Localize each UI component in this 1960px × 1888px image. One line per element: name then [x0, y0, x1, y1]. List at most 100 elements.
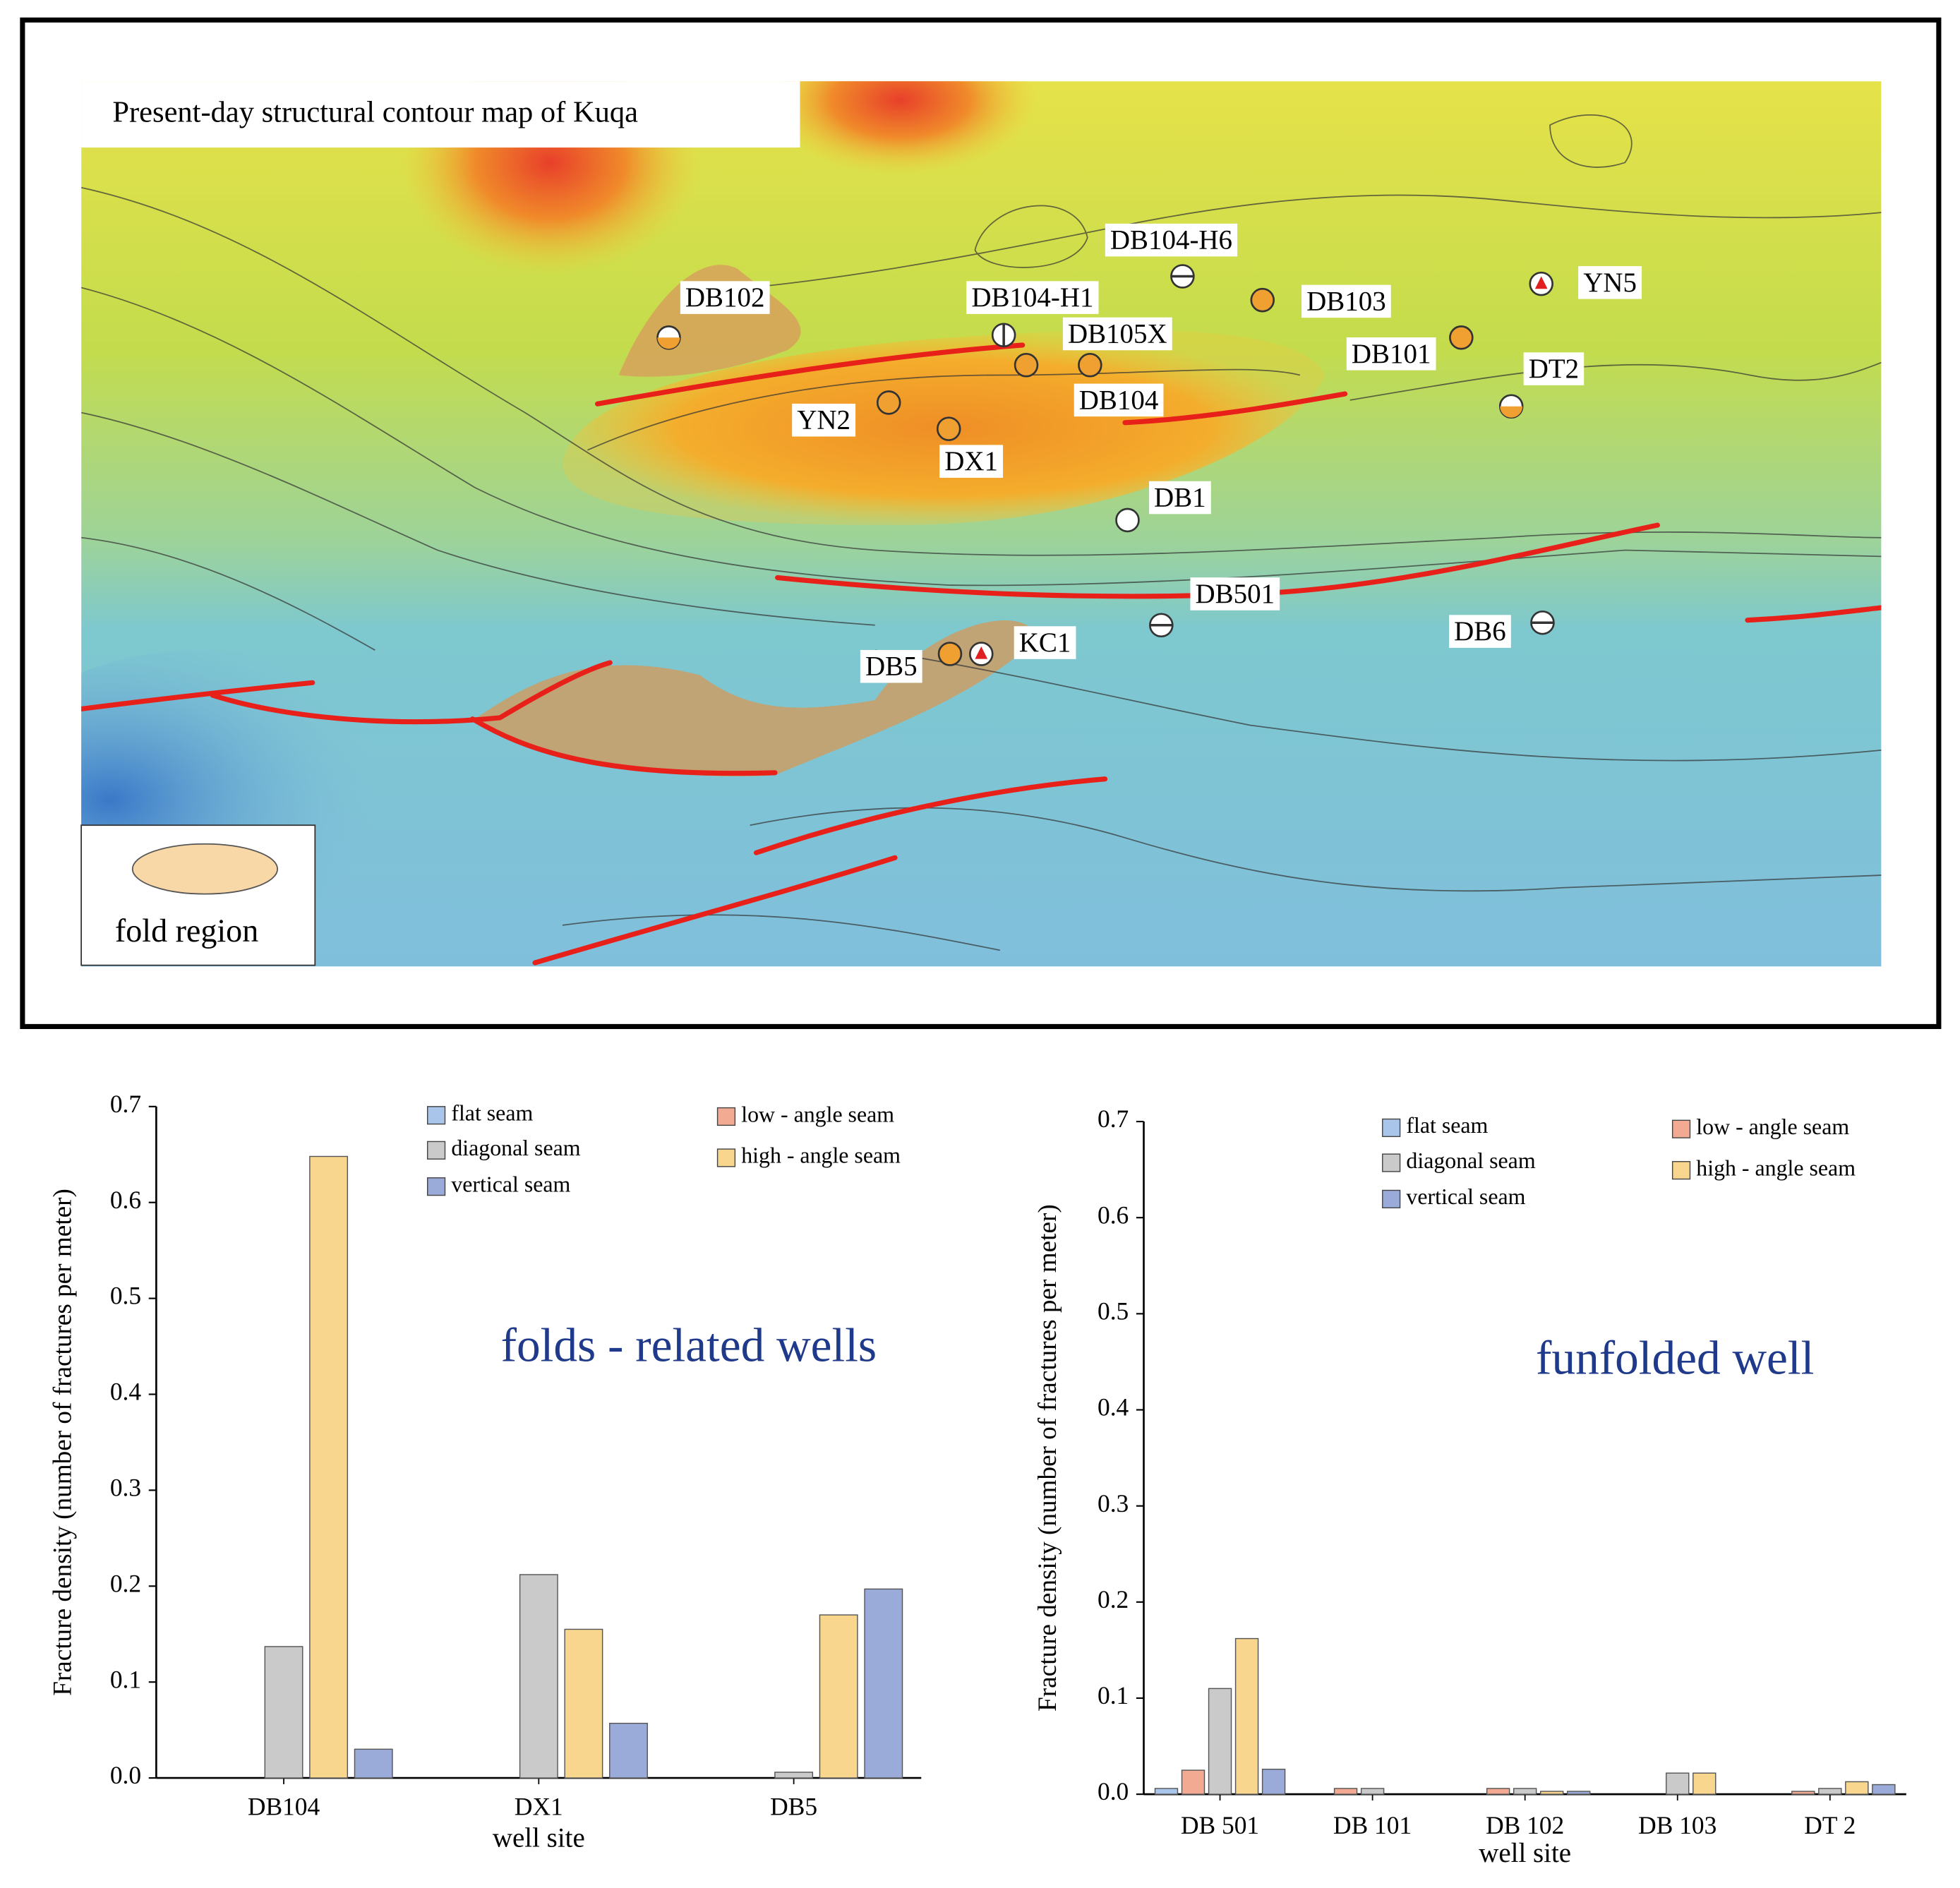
legend-label: flat seam — [451, 1101, 533, 1126]
well-marker — [975, 646, 988, 659]
bar — [1208, 1688, 1232, 1795]
well-marker — [936, 416, 961, 441]
bar — [264, 1646, 303, 1779]
x-tick-label: DB 501 — [1181, 1811, 1259, 1839]
well-label-box — [939, 445, 1004, 478]
well-marker — [1534, 276, 1548, 289]
bar — [1818, 1788, 1842, 1795]
y-tick-label: 0.3 — [110, 1474, 141, 1502]
well-label: DB104-H6 — [1110, 225, 1232, 255]
bar — [1666, 1772, 1690, 1795]
y-tick-label: 0.5 — [1098, 1297, 1129, 1325]
legend-swatch — [1382, 1153, 1401, 1172]
legend-swatch — [426, 1106, 446, 1125]
bar — [1791, 1791, 1815, 1795]
legend-label: diagonal seam — [1406, 1148, 1535, 1173]
legend-label: high - angle seam — [1696, 1155, 1856, 1180]
legend-swatch — [716, 1148, 736, 1167]
y-tick-label: 0.7 — [110, 1090, 141, 1118]
y-tick-label: 0.0 — [1098, 1777, 1129, 1805]
legend-swatch — [716, 1107, 736, 1126]
legend-label: vertical seam — [1406, 1184, 1525, 1209]
y-tick-label: 0.1 — [1098, 1681, 1129, 1709]
well-marker — [1014, 353, 1039, 378]
well-marker — [657, 337, 680, 349]
well-marker — [1115, 507, 1140, 533]
bar — [1540, 1791, 1564, 1795]
well-label-box — [680, 281, 770, 314]
legend-label: diagonal seam — [451, 1136, 580, 1160]
well-label: KC1 — [1019, 627, 1071, 658]
y-tick-label: 0.7 — [1098, 1105, 1129, 1133]
legend-swatch — [131, 843, 279, 895]
well-marker — [1500, 406, 1523, 418]
annotation: funfolded well — [1536, 1331, 1814, 1384]
bar — [1693, 1772, 1716, 1795]
well-label: YN5 — [1583, 267, 1637, 298]
x-tick-label: DT 2 — [1804, 1811, 1856, 1839]
well-label: DB102 — [685, 282, 765, 313]
well-label: DB104-H1 — [971, 282, 1093, 313]
x-tick-label: DB104 — [248, 1793, 320, 1821]
contours — [81, 114, 1882, 951]
bar — [819, 1614, 858, 1779]
bar — [864, 1588, 903, 1779]
legend-swatch — [426, 1177, 446, 1196]
y-tick-label: 0.6 — [110, 1186, 141, 1214]
high-zone — [762, 81, 1038, 175]
well-label-box — [1074, 383, 1164, 417]
bar — [774, 1772, 814, 1779]
legend-swatch — [1382, 1189, 1401, 1209]
legend-label: low - angle seam — [1696, 1114, 1849, 1139]
x-tick-label: DB5 — [770, 1793, 817, 1821]
well-label-box — [1449, 615, 1511, 648]
legend-label: low - angle seam — [741, 1102, 894, 1126]
bar — [1181, 1769, 1206, 1795]
x-tick-label: DB 102 — [1486, 1811, 1564, 1839]
bar — [1360, 1788, 1385, 1795]
title-box — [81, 81, 800, 148]
legend-swatch — [1671, 1119, 1691, 1138]
x-tick-label: DB 103 — [1638, 1811, 1716, 1839]
well-label: DB6 — [1454, 616, 1506, 647]
bar — [1486, 1788, 1510, 1795]
x-axis-title: well site — [1479, 1838, 1571, 1868]
x-tick-label: DX1 — [515, 1793, 563, 1821]
wells: DB104-H6 DB102 DB104-H1 DB103 YN5 DB105X DB101… — [656, 223, 1642, 683]
well-label-box — [1014, 626, 1076, 659]
y-tick-label: 0.2 — [1098, 1585, 1129, 1613]
y-tick-label: 0.4 — [110, 1378, 142, 1406]
annotation: folds - related wells — [501, 1319, 877, 1372]
well-label: DB105X — [1068, 318, 1167, 349]
well-label: DB101 — [1352, 339, 1431, 369]
bar — [309, 1155, 349, 1779]
well-label: DB104 — [1079, 385, 1159, 415]
well-label-box — [1523, 352, 1585, 385]
well-label: YN2 — [797, 405, 850, 435]
bar — [1333, 1788, 1358, 1795]
well-label: DB1 — [1154, 483, 1206, 513]
bar — [609, 1722, 648, 1779]
bar — [1845, 1781, 1869, 1795]
legend-label: flat seam — [1406, 1113, 1488, 1138]
well-label: DX1 — [944, 446, 998, 476]
x-axis-title: well site — [493, 1823, 585, 1853]
well-label: DB103 — [1306, 286, 1386, 316]
well-marker — [1449, 325, 1474, 350]
well-label-box — [1346, 337, 1436, 371]
y-tick-label: 0.0 — [110, 1761, 141, 1789]
charts: 0.0 0.1 0.2 0.3 0.4 0.5 0.6 0.7 DB104 DX1 DB5 flat … — [49, 1090, 1906, 1868]
well-label: DB5 — [865, 651, 918, 682]
y-tick-label: 0.6 — [1098, 1201, 1129, 1229]
well-label-box — [1105, 223, 1238, 257]
well-label-box — [1062, 317, 1172, 351]
legend-label: vertical seam — [451, 1172, 570, 1196]
y-tick-label: 0.1 — [110, 1665, 141, 1693]
legend-label: fold region — [115, 913, 258, 949]
bar — [519, 1574, 558, 1779]
well-label-box — [966, 281, 1099, 314]
bar — [1567, 1791, 1591, 1795]
legend-swatch — [1382, 1118, 1401, 1138]
